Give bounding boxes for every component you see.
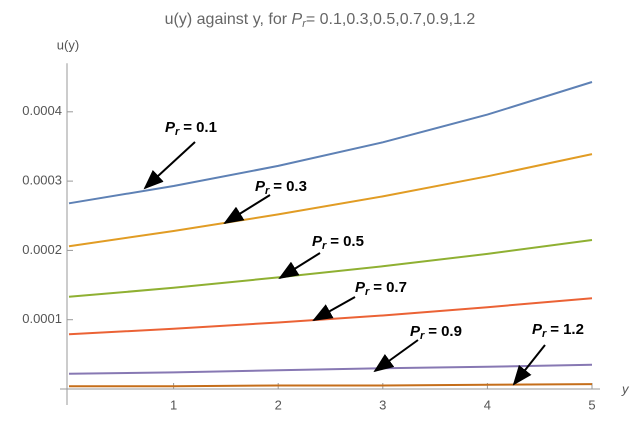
title-symbol: P: [292, 11, 303, 28]
y-tick-label: 0.0002: [22, 242, 62, 257]
annotation-symbol: P: [355, 279, 366, 296]
y-tick-label: 0.0004: [22, 103, 62, 118]
annotation: Pr = 0.3: [255, 178, 307, 197]
title-text: = 0.1,0.3,0.5,0.7,0.9,1.2: [306, 11, 476, 28]
x-tick-label: 2: [275, 397, 282, 412]
annotation-arrow: [278, 252, 321, 280]
annotation-arrow: [312, 296, 356, 321]
annotation-value: 0.3: [286, 178, 307, 195]
annotation-value: 0.9: [441, 323, 462, 340]
annotation-symbol: P: [312, 233, 323, 250]
annotation-value: 0.1: [196, 119, 217, 136]
annotation-value: 0.5: [343, 233, 364, 250]
annotation-subscript: r: [365, 286, 370, 298]
line: [68, 363, 593, 375]
annotation-equals: =: [183, 119, 192, 136]
annotation-subscript: r: [322, 240, 327, 252]
x-tick-label: 5: [588, 397, 595, 412]
annotation-value: 1.2: [563, 321, 584, 338]
annotation-subscript: r: [175, 126, 180, 138]
annotation-arrow: [223, 194, 271, 225]
annotation: Pr = 0.9: [410, 323, 462, 342]
title-text: u(y) against y, for: [165, 11, 292, 28]
annotation-symbol: P: [532, 321, 543, 338]
annotation-subscript: r: [265, 185, 270, 197]
annotation-subscript: r: [420, 330, 425, 342]
line: [69, 383, 593, 388]
annotation-symbol: P: [410, 323, 421, 340]
annotation-subscript: r: [542, 328, 547, 340]
annotation: Pr = 1.2: [532, 321, 584, 340]
annotation-arrow: [373, 339, 419, 373]
y-axis-label: u(y): [57, 37, 79, 52]
annotation-symbol: P: [255, 178, 266, 195]
x-axis-label: y: [621, 381, 630, 396]
annotation: Pr = 0.1: [165, 119, 217, 138]
line: [68, 297, 593, 336]
annotation-value: 0.7: [386, 279, 407, 296]
annotation-equals: =: [273, 178, 282, 195]
y-tick-label: 0.0003: [22, 173, 62, 188]
line: [68, 239, 593, 298]
annotation-arrow: [512, 344, 546, 386]
y-tick-label: 0.0001: [22, 311, 62, 326]
annotation-symbol: P: [165, 119, 176, 136]
annotation-arrow: [143, 141, 196, 190]
chart-title: u(y) against y, for Pr= 0.1,0.3,0.5,0.7,…: [165, 11, 476, 30]
annotation-equals: =: [428, 323, 437, 340]
x-tick-label: 4: [484, 397, 491, 412]
x-tick-label: 1: [170, 397, 177, 412]
annotation-equals: =: [550, 321, 559, 338]
annotation: Pr = 0.7: [355, 279, 407, 298]
annotation: Pr = 0.5: [312, 233, 364, 252]
line: [68, 153, 593, 248]
title-subscript: r: [302, 18, 307, 30]
annotation-equals: =: [373, 279, 382, 296]
x-tick-label: 3: [379, 397, 386, 412]
annotation-equals: =: [330, 233, 339, 250]
